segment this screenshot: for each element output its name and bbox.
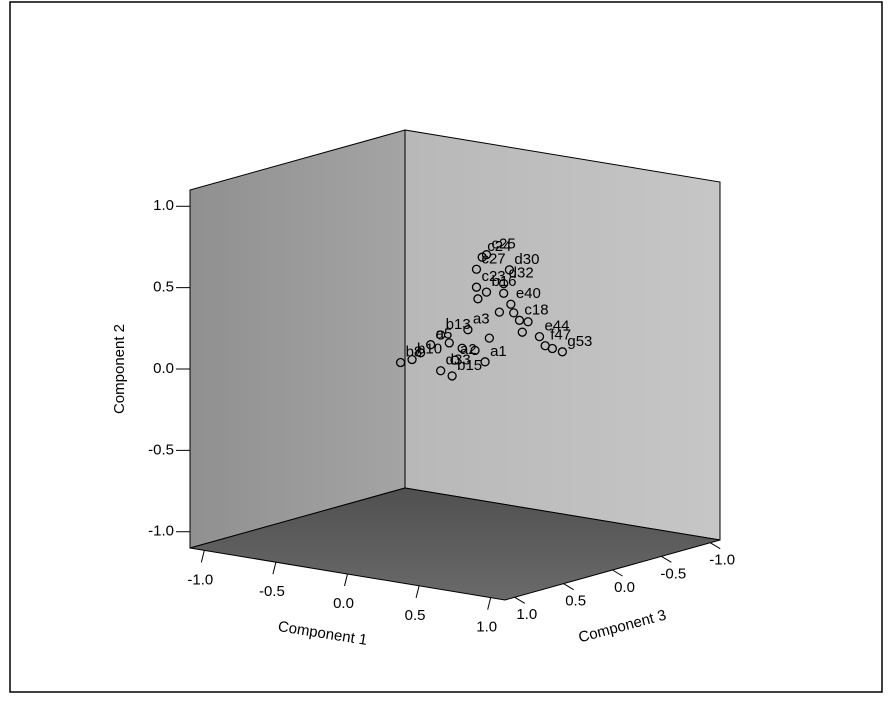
y-tick-label: 1.0 xyxy=(153,197,174,214)
z-tick-label: -1.0 xyxy=(709,552,735,569)
chart: -1.0 -0.5 0.0 0.5 1.0 -1.0 -0.5 0.0 0.5 1.0 -1.0 -0… xyxy=(0,0,893,704)
y-tick-label: 0.5 xyxy=(153,279,174,296)
point-label: a2 xyxy=(460,341,477,358)
y-tick-label: -1.0 xyxy=(148,523,174,540)
point-label: a1 xyxy=(490,343,507,360)
z-tick-label: 1.0 xyxy=(516,606,537,623)
point-label: b15 xyxy=(457,357,482,374)
x-tick-label: -0.5 xyxy=(259,583,285,600)
x-tick-label: 0.0 xyxy=(333,595,354,612)
x-tick-label: 0.5 xyxy=(405,607,426,624)
y-tick-label: 0.0 xyxy=(153,360,174,377)
y-axis-title: Component 2 xyxy=(111,324,128,414)
point-label: e40 xyxy=(516,285,541,302)
z-tick-label: 0.5 xyxy=(565,593,586,610)
point-label: c18 xyxy=(524,301,548,318)
point-label: c27 xyxy=(481,250,505,267)
x-tick-label: -1.0 xyxy=(187,571,213,588)
point-label: g53 xyxy=(567,333,592,350)
point-label: a3 xyxy=(473,311,490,328)
z-tick-label: 0.0 xyxy=(614,579,635,596)
y-tick-label: -0.5 xyxy=(148,441,174,458)
point-label: b16 xyxy=(492,273,517,290)
left-wall xyxy=(190,130,405,548)
x-tick-label: 1.0 xyxy=(476,619,497,636)
z-tick-label: -0.5 xyxy=(660,565,686,582)
